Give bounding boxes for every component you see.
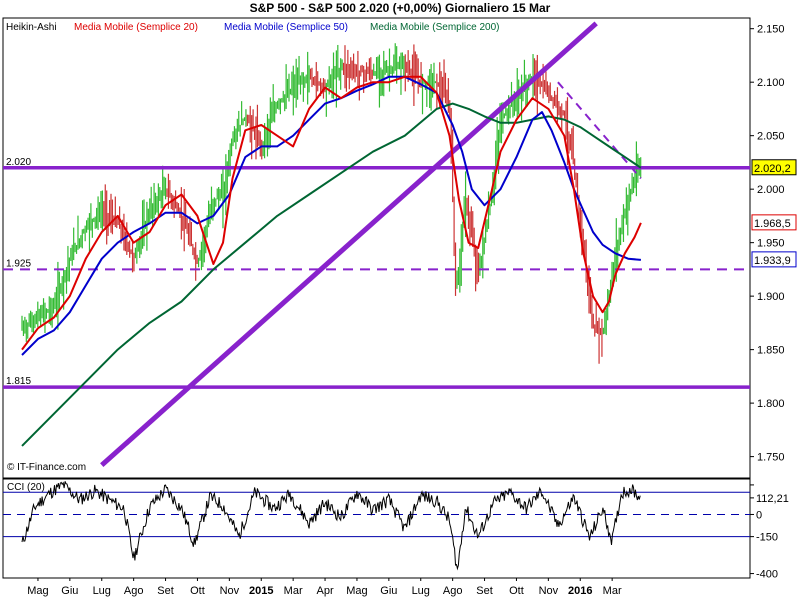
x-tick-label: Mag xyxy=(346,585,367,597)
x-axis-labels: Mag Giu Lug Ago Set Ott Nov 2015 Mar Apr Mag Giu Lug… xyxy=(27,578,622,597)
cci-axis-ticks: 112,21 0 -150 -400 xyxy=(750,484,789,581)
x-tick-label: Set xyxy=(476,585,493,597)
x-tick-label: Lug xyxy=(412,585,430,597)
last-value-label: 1.968,5 xyxy=(754,218,791,230)
legend-item: Heikin-Ashi xyxy=(6,22,57,33)
x-tick-label: Giu xyxy=(61,585,78,597)
cci-panel-frame xyxy=(2,478,751,579)
x-tick-label: Ott xyxy=(509,585,524,597)
x-tick-label: Ott xyxy=(190,585,205,597)
x-tick-label: Ago xyxy=(443,585,463,597)
indicator-legend: Heikin-Ashi Media Mobile (Semplice 20) Med… xyxy=(6,22,500,33)
last-value-box xyxy=(751,159,797,176)
x-tick-label: Lug xyxy=(93,585,111,597)
level-label: 1.815 xyxy=(6,376,31,387)
trendlines xyxy=(100,21,642,468)
x-tick-label: Nov xyxy=(539,585,559,597)
last-value-label: 2.020,2 xyxy=(754,163,791,175)
trendline xyxy=(557,81,642,180)
x-tick-label: 2016 xyxy=(568,585,592,597)
cci-series xyxy=(21,481,641,571)
x-tick-label: Nov xyxy=(220,585,240,597)
cci-tick-label: 0 xyxy=(756,509,762,521)
chart-title: S&P 500 - S&P 500 2.020 (+0,00%) Giornal… xyxy=(250,1,551,15)
cci-bands xyxy=(3,491,750,538)
last-value-box xyxy=(751,214,797,231)
x-tick-label: Set xyxy=(157,585,174,597)
trendline xyxy=(100,21,598,468)
price-tick-label: 1.900 xyxy=(757,291,785,303)
last-value-label: 1.933,9 xyxy=(754,255,791,267)
price-tick-label: 1.750 xyxy=(757,452,785,464)
last-value-box xyxy=(751,251,797,268)
level-label: 1.925 xyxy=(6,258,31,269)
price-tick-label: 2.100 xyxy=(757,77,785,89)
last-value-labels: 2.020,2 1.968,5 1.933,9 xyxy=(751,159,797,268)
x-tick-label: Apr xyxy=(316,585,333,597)
cci-tick-label: -400 xyxy=(756,569,778,581)
legend-item: Media Mobile (Semplice 20) xyxy=(74,22,198,33)
cci-line xyxy=(21,481,641,571)
moving-averages xyxy=(21,75,642,447)
price-tick-label: 1.850 xyxy=(757,345,785,357)
x-tick-label: Mar xyxy=(284,585,303,597)
legend-item: Media Mobile (Semplice 200) xyxy=(370,22,500,33)
cci-title: CCI (20) xyxy=(7,482,45,493)
cci-tick-label: 112,21 xyxy=(756,493,789,505)
x-tick-label: Mar xyxy=(603,585,622,597)
price-panel-frame xyxy=(2,17,751,479)
price-tick-label: 2.000 xyxy=(757,184,785,196)
watermark: © IT-Finance.com xyxy=(7,462,86,473)
x-tick-label: Mag xyxy=(27,585,48,597)
price-tick-label: 2.050 xyxy=(757,131,785,143)
price-tick-label: 1.950 xyxy=(757,238,785,250)
horizontal-levels: 2.020 1.925 1.815 xyxy=(3,157,750,389)
price-tick-label: 1.800 xyxy=(757,398,785,410)
x-tick-label: 2015 xyxy=(249,585,273,597)
level-label: 2.020 xyxy=(6,157,31,168)
x-tick-label: Ago xyxy=(124,585,144,597)
legend-item: Media Mobile (Semplice 50) xyxy=(224,22,348,33)
price-axis-ticks: 1.750 1.800 1.850 1.900 1.950 2.000 2.050 2.100… xyxy=(750,24,785,464)
price-tick-label: 2.150 xyxy=(757,24,785,36)
x-tick-label: Giu xyxy=(380,585,397,597)
ma50-line xyxy=(21,75,641,356)
ma200-line xyxy=(21,102,642,447)
cci-tick-label: -150 xyxy=(756,532,778,544)
ma20-line xyxy=(21,75,642,351)
